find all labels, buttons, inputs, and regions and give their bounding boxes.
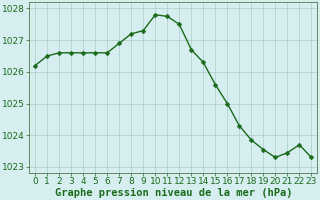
- X-axis label: Graphe pression niveau de la mer (hPa): Graphe pression niveau de la mer (hPa): [54, 188, 292, 198]
